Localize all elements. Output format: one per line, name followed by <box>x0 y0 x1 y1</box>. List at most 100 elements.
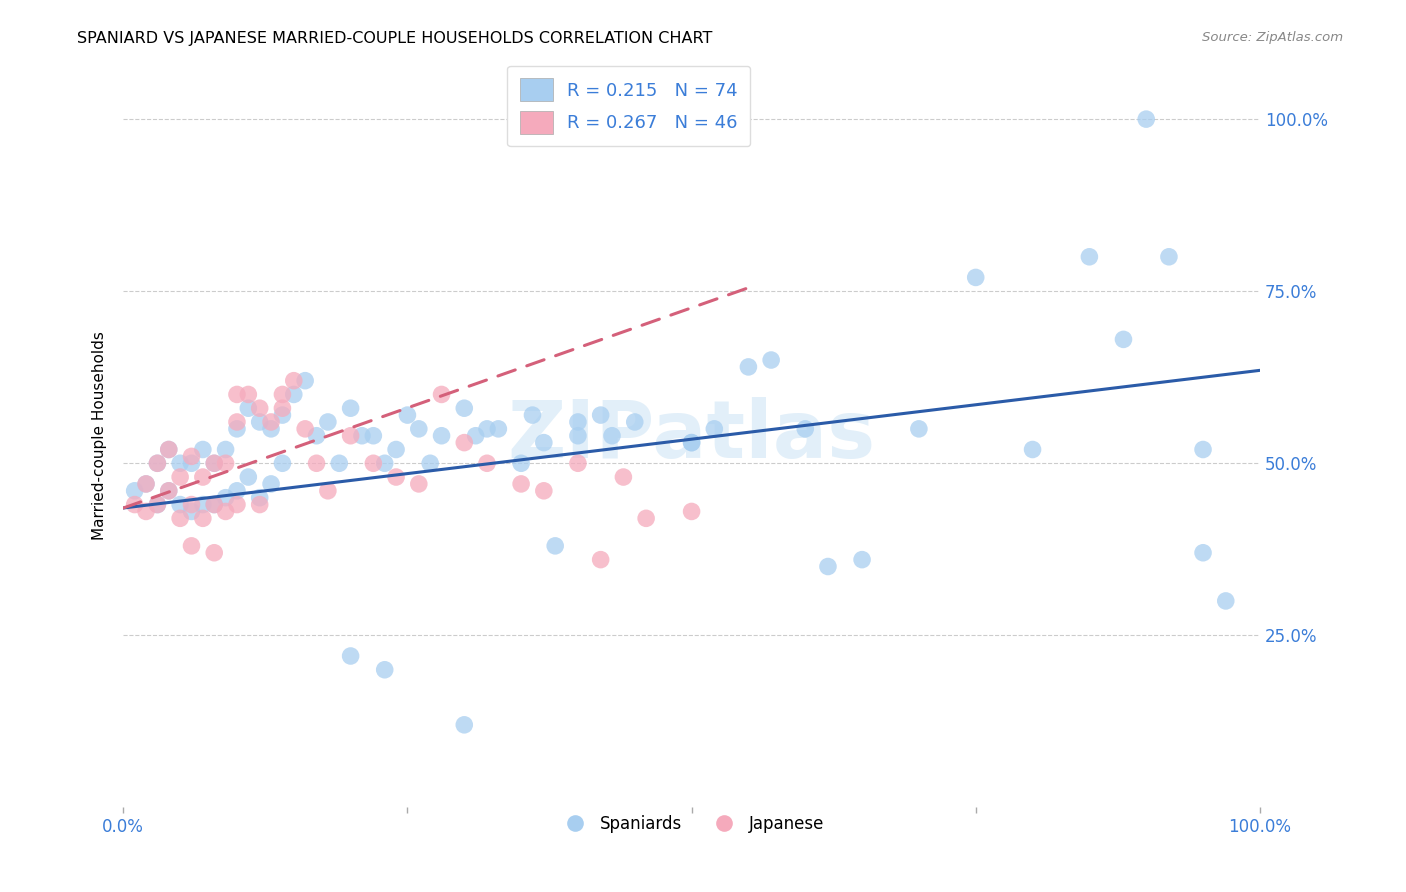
Point <box>817 559 839 574</box>
Point <box>226 483 249 498</box>
Point <box>612 470 634 484</box>
Point <box>294 422 316 436</box>
Point <box>589 408 612 422</box>
Point <box>271 456 294 470</box>
Point <box>408 422 430 436</box>
Point <box>486 422 509 436</box>
Point <box>522 408 544 422</box>
Point <box>294 374 316 388</box>
Point <box>135 477 157 491</box>
Point <box>794 422 817 436</box>
Point <box>146 498 169 512</box>
Point <box>430 387 453 401</box>
Point <box>533 483 555 498</box>
Point <box>453 718 475 732</box>
Point <box>681 435 703 450</box>
Point <box>249 491 271 505</box>
Point <box>600 428 623 442</box>
Point <box>191 511 214 525</box>
Point <box>226 387 249 401</box>
Point <box>271 401 294 416</box>
Point <box>430 428 453 442</box>
Point <box>350 428 373 442</box>
Point <box>1021 442 1043 457</box>
Point <box>202 498 225 512</box>
Point <box>180 456 202 470</box>
Point <box>419 456 441 470</box>
Point <box>1192 442 1215 457</box>
Point <box>1135 112 1157 127</box>
Point <box>271 387 294 401</box>
Point <box>157 442 180 457</box>
Point <box>464 428 486 442</box>
Y-axis label: Married-couple Households: Married-couple Households <box>93 331 107 541</box>
Point <box>453 435 475 450</box>
Point <box>1112 332 1135 346</box>
Point <box>214 504 236 518</box>
Point <box>146 498 169 512</box>
Point <box>135 477 157 491</box>
Point <box>1078 250 1101 264</box>
Point <box>339 401 361 416</box>
Point <box>202 456 225 470</box>
Point <box>169 511 191 525</box>
Point <box>191 442 214 457</box>
Point <box>475 422 498 436</box>
Legend: Spaniards, Japanese: Spaniards, Japanese <box>553 809 831 840</box>
Point <box>249 498 271 512</box>
Point <box>214 456 236 470</box>
Point <box>567 415 589 429</box>
Point <box>157 483 180 498</box>
Point <box>146 456 169 470</box>
Point <box>328 456 350 470</box>
Point <box>238 470 260 484</box>
Point <box>374 663 396 677</box>
Point <box>157 442 180 457</box>
Point <box>385 442 408 457</box>
Point <box>681 435 703 450</box>
Point <box>453 401 475 416</box>
Point <box>238 401 260 416</box>
Point <box>169 456 191 470</box>
Point <box>157 483 180 498</box>
Point <box>260 477 283 491</box>
Point <box>1157 250 1180 264</box>
Point <box>124 483 146 498</box>
Point <box>305 456 328 470</box>
Point <box>396 408 419 422</box>
Point <box>214 442 236 457</box>
Point <box>249 415 271 429</box>
Point <box>363 428 385 442</box>
Point <box>238 387 260 401</box>
Point <box>305 428 328 442</box>
Point <box>759 353 782 368</box>
Point <box>260 415 283 429</box>
Point <box>249 401 271 416</box>
Text: ZIPatlas: ZIPatlas <box>508 397 876 475</box>
Point <box>1192 546 1215 560</box>
Point <box>623 415 645 429</box>
Point <box>202 498 225 512</box>
Point <box>374 456 396 470</box>
Point <box>737 359 759 374</box>
Point <box>180 450 202 464</box>
Point <box>408 477 430 491</box>
Point <box>180 498 202 512</box>
Point <box>202 546 225 560</box>
Point <box>146 456 169 470</box>
Point <box>589 552 612 566</box>
Point <box>226 415 249 429</box>
Point <box>636 511 658 525</box>
Point <box>260 422 283 436</box>
Point <box>544 539 567 553</box>
Point <box>363 456 385 470</box>
Point <box>226 498 249 512</box>
Point <box>908 422 931 436</box>
Point <box>475 456 498 470</box>
Point <box>135 504 157 518</box>
Point <box>169 498 191 512</box>
Point <box>180 539 202 553</box>
Point <box>316 415 339 429</box>
Point <box>681 504 703 518</box>
Point <box>510 456 533 470</box>
